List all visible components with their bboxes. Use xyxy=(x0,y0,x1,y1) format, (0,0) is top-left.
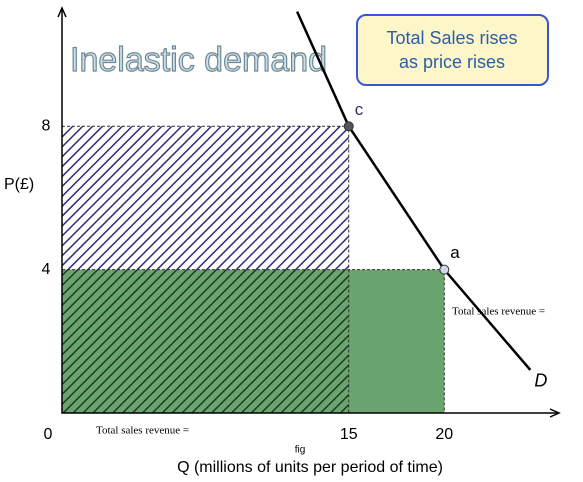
y-tick-label: 4 xyxy=(42,261,51,278)
curve-label: D xyxy=(534,371,547,391)
caption: fig xyxy=(295,445,306,456)
point-label: a xyxy=(450,243,460,262)
revenue-label: Total sales revenue = xyxy=(452,306,545,318)
point-label: c xyxy=(355,100,364,119)
annotation-box xyxy=(356,14,549,86)
axis-arrow xyxy=(57,6,561,418)
point xyxy=(343,121,354,132)
revenue-label: Total sales revenue = xyxy=(96,425,189,437)
revenue-area xyxy=(62,269,349,413)
y-tick-label: 8 xyxy=(42,117,51,134)
chart-title: Inelastic demand xyxy=(70,41,327,79)
areas xyxy=(62,125,445,413)
x-tick-label: 0 xyxy=(44,426,53,443)
x-tick-label: 20 xyxy=(435,426,453,443)
x-axis-label: Q (millions of units per period of time) xyxy=(177,459,443,476)
annotation: Total Sales rises xyxy=(386,28,517,48)
y-axis-label: P(£) xyxy=(4,176,34,193)
axis xyxy=(61,8,559,414)
annotation: as price rises xyxy=(399,52,505,72)
x-tick-label: 15 xyxy=(340,426,358,443)
point xyxy=(439,264,450,275)
demand-curve xyxy=(295,11,532,371)
